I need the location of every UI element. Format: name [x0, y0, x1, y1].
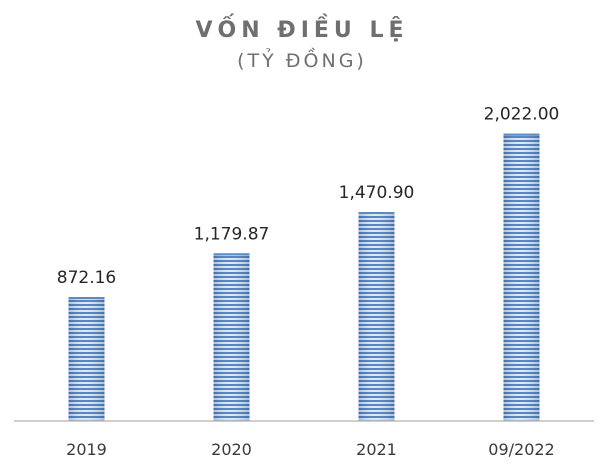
bar-cap-2019 [68, 297, 105, 300]
data-label-2021: 1,470.90 [339, 183, 415, 203]
bar-shade-2019 [68, 297, 105, 421]
bar-cap-2020 [213, 253, 250, 256]
data-label-2020: 1,179.87 [194, 224, 270, 244]
bar-cap-2021 [358, 212, 395, 215]
x-tick-label-2020: 2020 [211, 440, 252, 459]
bar-shade-2021 [358, 212, 395, 421]
bar-shade-2020 [213, 253, 250, 421]
bar-shade-09-2022 [503, 133, 540, 421]
bar-cap-09-2022 [503, 133, 540, 136]
data-label-09-2022: 2,022.00 [484, 105, 560, 125]
bars-layer [68, 133, 540, 421]
x-tick-label-2019: 2019 [66, 440, 107, 459]
data-label-2019: 872.16 [57, 268, 116, 288]
chart-subtitle: (TỶ ĐỒNG) [237, 50, 367, 72]
x-tick-label-2021: 2021 [356, 440, 397, 459]
labels-layer: 872.16 1,179.87 1,470.90 2,022.00 [57, 105, 560, 288]
chart-title: VỐN ĐIỀU LỆ [195, 18, 409, 43]
x-tick-label-09-2022: 09/2022 [488, 440, 554, 459]
x-tick-labels: 2019 2020 2021 09/2022 [66, 440, 555, 459]
